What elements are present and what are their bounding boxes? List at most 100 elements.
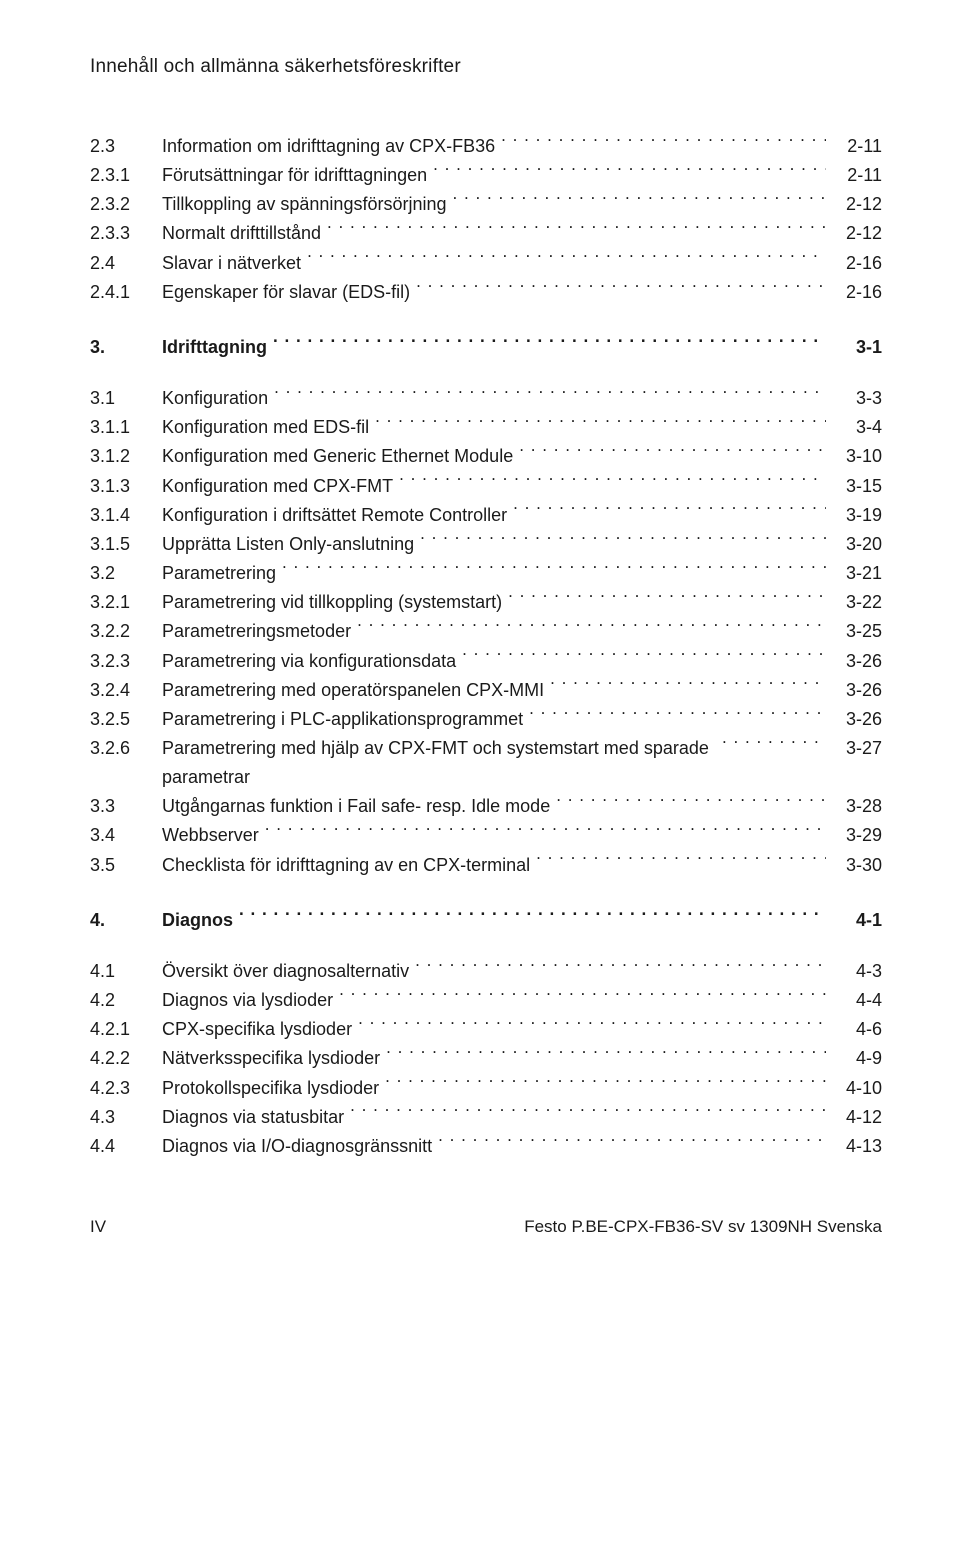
toc-leader <box>453 192 827 210</box>
toc-entry-page: 2-12 <box>826 219 882 248</box>
toc-entry-page: 3-27 <box>826 734 882 763</box>
toc-entry-number: 3.2.1 <box>90 588 162 617</box>
toc-entry-title: Parametreringsmetoder <box>162 617 357 646</box>
toc-entry-page: 3-19 <box>826 501 882 530</box>
toc-entry-title: Information om idrifttagning av CPX-FB36 <box>162 132 501 161</box>
toc-entry-page: 3-22 <box>826 588 882 617</box>
toc-entry-page: 4-12 <box>826 1103 882 1132</box>
toc-entry: 2.3.3Normalt drifttillstånd2-12 <box>90 219 882 248</box>
toc-entry: 4.2.3Protokollspecifika lysdioder4-10 <box>90 1074 882 1103</box>
toc-entry: 3.2.6Parametrering med hjälp av CPX-FMT … <box>90 734 882 792</box>
toc-entry-title: CPX-specifika lysdioder <box>162 1015 358 1044</box>
toc-entry-number: 2.4 <box>90 249 162 278</box>
toc-leader <box>327 221 826 239</box>
toc-entry: 4.2Diagnos via lysdioder4-4 <box>90 986 882 1015</box>
toc-entry-page: 3-3 <box>826 384 882 413</box>
toc-entry: 3.1.4Konfiguration i driftsättet Remote … <box>90 501 882 530</box>
toc-leader <box>513 503 826 521</box>
toc-entry-title: Konfiguration med CPX-FMT <box>162 472 399 501</box>
toc-entry: 3.Idrifttagning3-1 <box>90 333 882 362</box>
toc-entry-page: 3-1 <box>826 333 882 362</box>
toc-entry-page: 4-10 <box>826 1074 882 1103</box>
toc-entry-number: 2.3.1 <box>90 161 162 190</box>
toc-entry-page: 3-26 <box>826 647 882 676</box>
toc-entry: 3.2.4Parametrering med operatörspanelen … <box>90 676 882 705</box>
toc-entry: 3.4Webbserver3-29 <box>90 821 882 850</box>
toc-entry-number: 4. <box>90 906 162 935</box>
toc-leader <box>307 251 826 269</box>
toc-leader <box>386 1046 826 1064</box>
toc-entry-page: 3-28 <box>826 792 882 821</box>
toc-leader <box>350 1105 826 1123</box>
toc-leader <box>529 707 826 725</box>
toc-entry-page: 4-6 <box>826 1015 882 1044</box>
toc-entry-page: 3-30 <box>826 851 882 880</box>
toc-leader <box>501 134 826 152</box>
toc-entry: 3.3Utgångarnas funktion i Fail safe- res… <box>90 792 882 821</box>
toc-entry-number: 3.1.4 <box>90 501 162 530</box>
toc-entry-title: Konfiguration med Generic Ethernet Modul… <box>162 442 519 471</box>
toc-entry-number: 3.5 <box>90 851 162 880</box>
toc-leader <box>519 444 826 462</box>
footer-page-number: IV <box>90 1217 106 1237</box>
toc-entry: 3.2.1Parametrering vid tillkoppling (sys… <box>90 588 882 617</box>
toc-entry-page: 3-29 <box>826 821 882 850</box>
toc-entry: 3.2.2Parametreringsmetoder3-25 <box>90 617 882 646</box>
toc-entry-number: 3.2.6 <box>90 734 162 763</box>
toc-leader <box>239 908 826 926</box>
toc-leader <box>399 474 826 492</box>
toc-leader <box>357 619 826 637</box>
toc-entry-page: 2-11 <box>826 161 882 190</box>
toc-entry-title: Checklista för idrifttagning av en CPX-t… <box>162 851 536 880</box>
toc-entry-number: 2.3.3 <box>90 219 162 248</box>
toc-entry-title: Parametrering i PLC-applikationsprogramm… <box>162 705 529 734</box>
toc-entry-page: 3-21 <box>826 559 882 588</box>
toc-entry-title: Nätverksspecifika lysdioder <box>162 1044 386 1073</box>
toc-entry-title: Protokollspecifika lysdioder <box>162 1074 385 1103</box>
toc-entry-number: 4.4 <box>90 1132 162 1161</box>
toc-entry-page: 3-25 <box>826 617 882 646</box>
toc-entry-number: 4.3 <box>90 1103 162 1132</box>
toc-entry: 4.4Diagnos via I/O-diagnosgränssnitt4-13 <box>90 1132 882 1161</box>
toc-entry-title: Diagnos <box>162 906 239 935</box>
toc-entry: 4.1Översikt över diagnosalternativ4-3 <box>90 957 882 986</box>
toc-entry: 3.1Konfiguration3-3 <box>90 384 882 413</box>
toc-entry-number: 3.1.1 <box>90 413 162 442</box>
toc-entry-page: 3-4 <box>826 413 882 442</box>
toc-entry-page: 4-1 <box>826 906 882 935</box>
toc-entry-title: Idrifttagning <box>162 333 273 362</box>
toc-entry-title: Förutsättningar för idrifttagningen <box>162 161 433 190</box>
toc-entry: 4.2.2Nätverksspecifika lysdioder4-9 <box>90 1044 882 1073</box>
toc-entry-title: Slavar i nätverket <box>162 249 307 278</box>
toc-entry-number: 3.2.4 <box>90 676 162 705</box>
toc-leader <box>433 163 826 181</box>
toc-entry: 3.2.5Parametrering i PLC-applikationspro… <box>90 705 882 734</box>
toc-entry: 4.3Diagnos via statusbitar 4-12 <box>90 1103 882 1132</box>
toc-entry-number: 3.4 <box>90 821 162 850</box>
toc-entry-number: 3.1.5 <box>90 530 162 559</box>
toc-entry-title: Tillkoppling av spänningsförsörjning <box>162 190 453 219</box>
toc-entry: 2.3.1Förutsättningar för idrifttagningen… <box>90 161 882 190</box>
running-head: Innehåll och allmänna säkerhetsföreskrif… <box>90 56 882 78</box>
toc-entry-number: 4.1 <box>90 957 162 986</box>
toc-leader <box>420 532 826 550</box>
toc-entry-title: Utgångarnas funktion i Fail safe- resp. … <box>162 792 556 821</box>
toc-entry-page: 2-11 <box>826 132 882 161</box>
toc-entry-number: 3.2 <box>90 559 162 588</box>
toc-entry: 4.Diagnos 4-1 <box>90 906 882 935</box>
toc-entry-page: 4-4 <box>826 986 882 1015</box>
toc-entry-page: 4-3 <box>826 957 882 986</box>
toc-leader <box>385 1076 826 1094</box>
toc-entry-title: Parametrering <box>162 559 282 588</box>
toc-leader <box>462 649 826 667</box>
toc-entry-title: Parametrering via konfigurationsdata <box>162 647 462 676</box>
toc-entry-title: Upprätta Listen Only-anslutning <box>162 530 420 559</box>
toc-entry-number: 2.3.2 <box>90 190 162 219</box>
toc-leader <box>375 415 826 433</box>
toc-entry-number: 2.4.1 <box>90 278 162 307</box>
toc-entry-number: 2.3 <box>90 132 162 161</box>
toc-entry: 3.2.3Parametrering via konfigurationsdat… <box>90 647 882 676</box>
toc-leader <box>274 386 826 404</box>
toc-entry-number: 3.1 <box>90 384 162 413</box>
toc-entry-title: Diagnos via statusbitar <box>162 1103 350 1132</box>
